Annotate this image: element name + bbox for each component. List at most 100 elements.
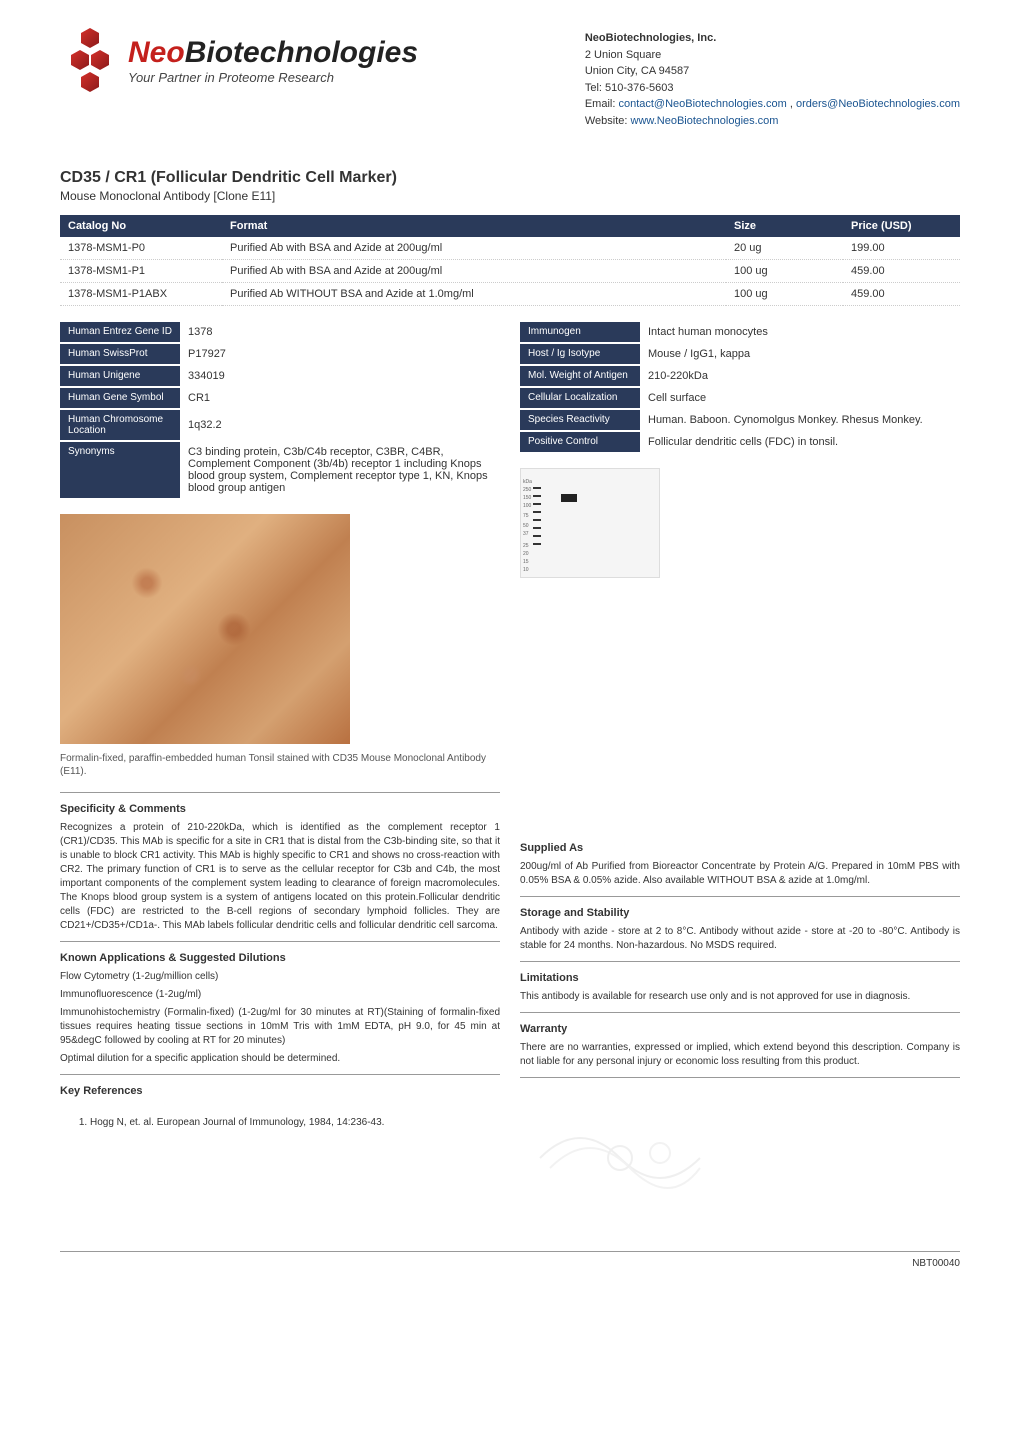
info-value: Intact human monocytes xyxy=(640,322,960,343)
wb-val: 37 xyxy=(523,531,529,537)
divider xyxy=(60,792,500,793)
info-value: Cell surface xyxy=(640,387,960,409)
cell: Purified Ab with BSA and Azide at 200ug/… xyxy=(222,237,726,260)
western-blot-image: kDa 250 150 100 75 50 37 25 20 15 10 xyxy=(520,468,660,578)
cell: 20 ug xyxy=(726,237,843,260)
email-link-1[interactable]: contact@NeoBiotechnologies.com xyxy=(618,98,786,110)
specificity-body: Recognizes a protein of 210-220kDa, whic… xyxy=(60,821,500,933)
wb-val: 15 xyxy=(523,559,529,565)
divider xyxy=(520,1077,960,1078)
info-label: Mol. Weight of Antigen xyxy=(520,365,640,387)
info-value: CR1 xyxy=(180,387,500,409)
catalog-body: 1378-MSM1-P0Purified Ab with BSA and Azi… xyxy=(60,237,960,306)
email-link-2[interactable]: orders@NeoBiotechnologies.com xyxy=(796,98,960,110)
divider xyxy=(520,961,960,962)
logo-name-red: Neo xyxy=(128,36,185,69)
cell: 1378-MSM1-P1ABX xyxy=(60,283,222,306)
info-label: Human Chromosome Location xyxy=(60,409,180,441)
logo-name-black: Biotechnologies xyxy=(185,36,418,69)
info-row: Human Entrez Gene ID1378 xyxy=(60,322,500,343)
cell: 199.00 xyxy=(843,237,960,260)
info-value: P17927 xyxy=(180,343,500,365)
wb-kda: kDa xyxy=(523,479,532,485)
apps-line: Flow Cytometry (1-2ug/million cells) xyxy=(60,970,500,984)
catalog-table: Catalog No Format Size Price (USD) 1378-… xyxy=(60,215,960,306)
catalog-row: 1378-MSM1-P1Purified Ab with BSA and Azi… xyxy=(60,260,960,283)
limitations-body: This antibody is available for research … xyxy=(520,990,960,1004)
storage-body: Antibody with azide - store at 2 to 8°C.… xyxy=(520,925,960,953)
info-columns: Human Entrez Gene ID1378 Human SwissProt… xyxy=(60,322,960,1221)
ihc-sample-image xyxy=(60,514,350,744)
info-row: Human SwissProtP17927 xyxy=(60,343,500,365)
info-value: 1q32.2 xyxy=(180,409,500,441)
info-row: Human Gene SymbolCR1 xyxy=(60,387,500,409)
th-format: Format xyxy=(222,215,726,237)
website-label: Website: xyxy=(585,115,631,127)
catalog-row: 1378-MSM1-P1ABXPurified Ab WITHOUT BSA a… xyxy=(60,283,960,306)
supplied-title: Supplied As xyxy=(520,842,960,854)
logo-name: NeoBiotechnologies xyxy=(128,36,418,70)
company-website-line: Website: www.NeoBiotechnologies.com xyxy=(585,113,960,130)
catalog-header-row: Catalog No Format Size Price (USD) xyxy=(60,215,960,237)
page-header: NeoBiotechnologies Your Partner in Prote… xyxy=(60,30,960,129)
info-row: Host / Ig IsotypeMouse / IgG1, kappa xyxy=(520,343,960,365)
spacer xyxy=(520,592,960,832)
storage-title: Storage and Stability xyxy=(520,907,960,919)
wb-val: 20 xyxy=(523,551,529,557)
wb-val: 150 xyxy=(523,495,531,501)
info-row: Human Unigene334019 xyxy=(60,365,500,387)
info-value: C3 binding protein, C3b/C4b receptor, C3… xyxy=(180,441,500,499)
info-label: Human Gene Symbol xyxy=(60,387,180,409)
warranty-body: There are no warranties, expressed or im… xyxy=(520,1041,960,1069)
email-label: Email: xyxy=(585,98,619,110)
divider xyxy=(60,941,500,942)
info-label: Cellular Localization xyxy=(520,387,640,409)
info-label: Species Reactivity xyxy=(520,409,640,431)
footer-code: NBT00040 xyxy=(912,1258,960,1269)
logo-hex-mark xyxy=(60,30,120,90)
company-name: NeoBiotechnologies, Inc. xyxy=(585,30,960,47)
supplied-body: 200ug/ml of Ab Purified from Bioreactor … xyxy=(520,860,960,888)
left-col: Human Entrez Gene ID1378 Human SwissProt… xyxy=(60,322,500,1221)
info-row: Species ReactivityHuman. Baboon. Cynomol… xyxy=(520,409,960,431)
references-title: Key References xyxy=(60,1085,500,1097)
company-tel: Tel: 510-376-5603 xyxy=(585,80,960,97)
info-row: Cellular LocalizationCell surface xyxy=(520,387,960,409)
company-email-line: Email: contact@NeoBiotechnologies.com , … xyxy=(585,96,960,113)
applications-title: Known Applications & Suggested Dilutions xyxy=(60,952,500,964)
logo-tagline: Your Partner in Proteome Research xyxy=(128,70,418,85)
website-link[interactable]: www.NeoBiotechnologies.com xyxy=(631,115,779,127)
warranty-title: Warranty xyxy=(520,1023,960,1035)
info-value: Mouse / IgG1, kappa xyxy=(640,343,960,365)
th-price: Price (USD) xyxy=(843,215,960,237)
product-subtitle: Mouse Monoclonal Antibody [Clone E11] xyxy=(60,189,960,203)
gene-info-table: Human Entrez Gene ID1378 Human SwissProt… xyxy=(60,322,500,500)
specificity-title: Specificity & Comments xyxy=(60,803,500,815)
info-label: Host / Ig Isotype xyxy=(520,343,640,365)
info-row: Mol. Weight of Antigen210-220kDa xyxy=(520,365,960,387)
th-size: Size xyxy=(726,215,843,237)
info-value: Follicular dendritic cells (FDC) in tons… xyxy=(640,431,960,453)
info-row: Positive ControlFollicular dendritic cel… xyxy=(520,431,960,453)
info-row: Human Chromosome Location1q32.2 xyxy=(60,409,500,441)
info-label: Human Entrez Gene ID xyxy=(60,322,180,343)
right-col: ImmunogenIntact human monocytes Host / I… xyxy=(520,322,960,1221)
wb-val: 75 xyxy=(523,513,529,519)
apps-line: Immunofluorescence (1-2ug/ml) xyxy=(60,988,500,1002)
wb-val: 250 xyxy=(523,487,531,493)
reference-item: Hogg N, et. al. European Journal of Immu… xyxy=(90,1115,500,1130)
wb-val: 50 xyxy=(523,523,529,529)
divider xyxy=(520,896,960,897)
info-label: Human Unigene xyxy=(60,365,180,387)
wb-val: 10 xyxy=(523,567,529,573)
info-value: 334019 xyxy=(180,365,500,387)
apps-line: Optimal dilution for a specific applicat… xyxy=(60,1052,500,1066)
info-label: Synonyms xyxy=(60,441,180,499)
cell: 100 ug xyxy=(726,283,843,306)
cell: 100 ug xyxy=(726,260,843,283)
image-caption: Formalin-fixed, paraffin-embedded human … xyxy=(60,752,500,778)
decorative-swirl xyxy=(520,1098,720,1218)
info-label: Human SwissProt xyxy=(60,343,180,365)
divider xyxy=(60,1074,500,1075)
cell: 1378-MSM1-P0 xyxy=(60,237,222,260)
